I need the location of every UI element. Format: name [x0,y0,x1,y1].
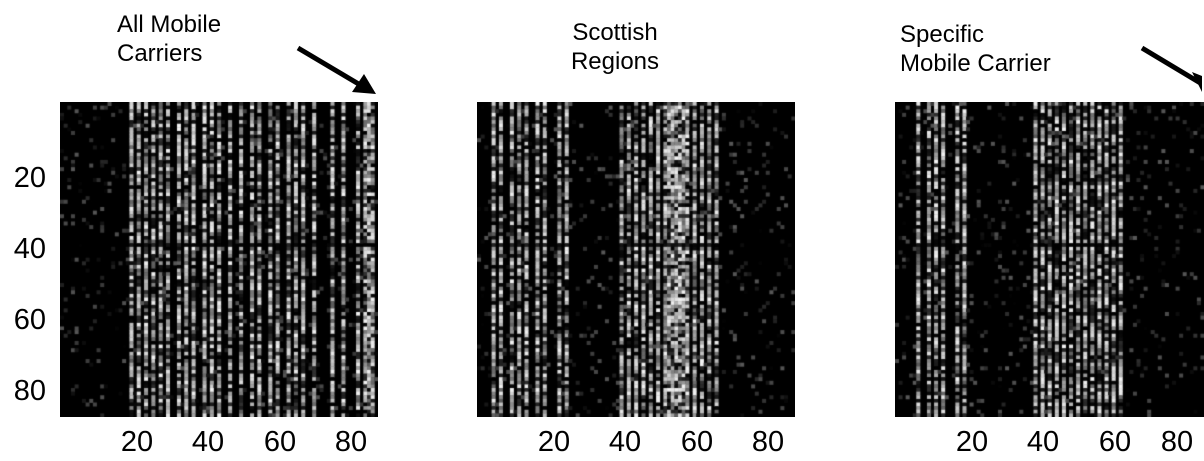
x-tick-label: 20 [120,426,154,458]
x-tick-label: 80 [751,426,785,458]
x-tick-label: 60 [1098,426,1132,458]
heatmap-plot [895,102,1204,417]
y-tick-label: 60 [13,304,46,336]
x-tick-label: 40 [191,426,225,458]
x-tick-label: 80 [334,426,368,458]
x-tick-label: 40 [1026,426,1060,458]
y-tick-label: 20 [13,162,46,194]
y-tick-label: 80 [13,375,46,407]
heatmap-plot [60,102,378,417]
x-tick-label: 60 [263,426,297,458]
chart-title: Scottish Regions [570,19,660,75]
x-tick-label: 20 [955,426,989,458]
x-tick-label: 40 [608,426,642,458]
x-tick-label: 20 [537,426,571,458]
arrow-annotation-icon [296,45,376,94]
y-tick-label: 40 [13,233,46,265]
arrow-annotation-icon [1140,45,1202,92]
chart-title: Specific Mobile Carrier [900,21,1051,77]
x-tick-label: 60 [680,426,714,458]
heatmap-plot [477,102,795,417]
chart-title: All Mobile Carriers [117,11,222,67]
x-tick-label: 80 [1160,426,1194,458]
